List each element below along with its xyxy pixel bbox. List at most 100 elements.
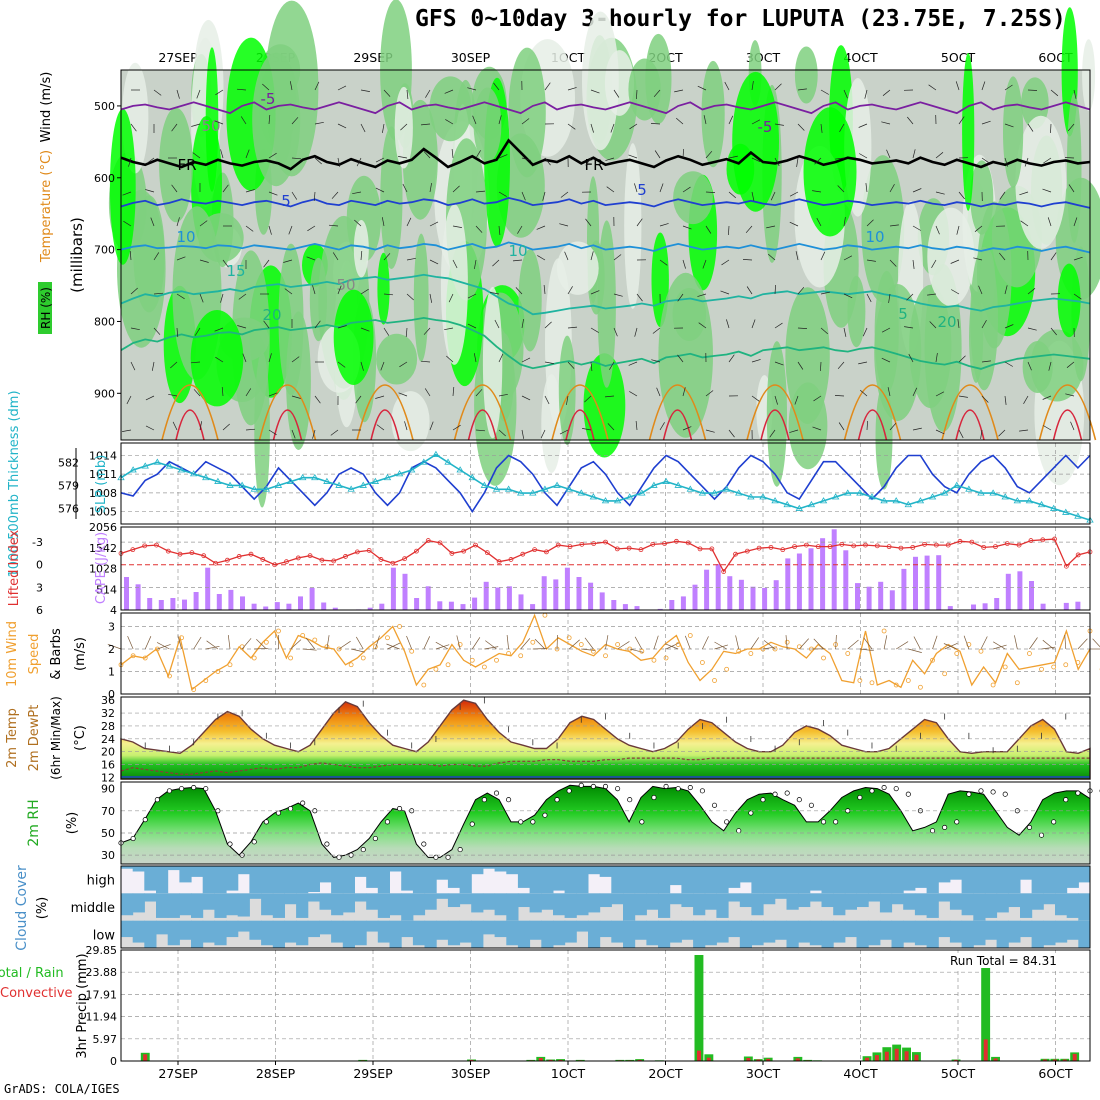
convective-bar: [874, 1055, 879, 1061]
wind-barb: [375, 187, 385, 193]
wind-barb: [958, 355, 966, 363]
rh-marker: [651, 794, 657, 801]
rh-region: [583, 353, 626, 458]
wind-marker: [167, 673, 172, 679]
cape-bar: [576, 577, 582, 610]
li-marker: [425, 538, 431, 543]
wind-barb: [521, 357, 531, 363]
wind-barb: [472, 115, 477, 125]
wind-barb: [360, 361, 364, 371]
wind-barb: [843, 255, 853, 261]
wind-barb: [774, 157, 780, 167]
cloud-bar: [634, 893, 647, 916]
wind-barb: [1004, 324, 1014, 329]
thickness-marker: [274, 481, 283, 488]
li-marker: [756, 545, 762, 551]
wind-barb: [191, 123, 201, 127]
li-marker: [544, 549, 549, 555]
wind-marker: [494, 657, 499, 663]
rh-marker: [687, 784, 693, 791]
wind-barb: [420, 360, 431, 363]
cloud-bar: [973, 893, 986, 921]
isotherm-label: -5: [758, 118, 773, 136]
wind-barb: [312, 429, 316, 439]
rh-marker: [1063, 797, 1069, 803]
cloud-bar: [132, 893, 145, 913]
surface-wind-barb: [684, 635, 691, 650]
cloud-bar: [576, 920, 589, 932]
isotherm-line: [120, 241, 1091, 254]
cape-bar: [309, 587, 315, 610]
isotherm-line: [120, 138, 1091, 171]
wind-barb: [214, 327, 224, 332]
cape-bar: [599, 592, 605, 610]
wind-barb: [130, 287, 138, 295]
li-marker: [1063, 563, 1069, 569]
cape-bar: [216, 594, 222, 610]
surface-wind-barb: [896, 641, 909, 650]
cape-bar: [773, 580, 779, 610]
cloud-bar: [272, 866, 285, 894]
rh-marker: [263, 819, 269, 825]
rh-marker: [929, 828, 936, 834]
wind-barb: [122, 429, 132, 432]
wind-tick-label: 0: [108, 688, 115, 701]
cloud-bar: [296, 893, 309, 918]
hot-contour: [955, 409, 985, 441]
wind-barb: [383, 327, 390, 336]
wind-marker: [1039, 666, 1044, 672]
cloud-bar: [891, 866, 904, 894]
wind-marker: [712, 678, 717, 683]
wind-barb: [406, 89, 409, 100]
wind-barb: [816, 217, 822, 227]
wind-barb: [813, 395, 822, 402]
cloud-bar: [961, 893, 974, 916]
rh-marker: [300, 800, 306, 806]
surface-wind-barb: [993, 644, 1007, 650]
wind-barb: [742, 259, 753, 261]
cloud-bar: [1031, 893, 1044, 910]
cloud-bar: [1031, 866, 1044, 894]
cloud-bar: [704, 893, 717, 910]
cloud-bar: [856, 866, 869, 894]
cloud-bar: [494, 866, 507, 872]
wind-barb: [122, 191, 132, 196]
cape-label: CAPE (J/kg): [94, 532, 109, 604]
surface-wind-barb: [913, 636, 921, 650]
thickness-marker: [589, 493, 598, 500]
wind-barb: [1050, 327, 1057, 336]
cloud-bar: [494, 920, 507, 938]
cloud-bar: [541, 920, 554, 948]
convective-bar: [637, 1059, 642, 1061]
wind-barb: [703, 115, 707, 125]
wind-barb: [222, 184, 229, 193]
hot-contour: [370, 409, 400, 441]
wind-barb: [1070, 421, 1075, 431]
thickness-marker: [395, 470, 404, 477]
rh-marker: [675, 786, 681, 792]
wind-barb: [659, 259, 668, 266]
wind-barb: [498, 154, 508, 159]
wind-barb: [981, 395, 989, 403]
wind-barb: [328, 224, 339, 227]
wind-barb: [613, 293, 623, 297]
thickness-marker: [940, 489, 949, 496]
cloud-bar: [331, 866, 344, 894]
wind-barb: [544, 321, 552, 329]
li-marker: [130, 547, 136, 553]
convective-bar: [795, 1058, 800, 1061]
rh-marker: [457, 847, 463, 853]
surface-wind-barb: [534, 638, 546, 650]
wind-barb: [843, 327, 847, 337]
thickness-marker: [965, 485, 973, 492]
cloud-bar: [202, 866, 215, 894]
cloud-bar: [249, 893, 262, 899]
cape-bar: [831, 529, 837, 610]
cloud-bar: [506, 920, 519, 946]
thickness-marker: [444, 458, 452, 465]
wind-barb: [268, 429, 277, 436]
thickness-marker: [904, 500, 913, 508]
wind-barb: [291, 395, 301, 399]
cloud-bar: [144, 866, 157, 891]
rh-region: [977, 201, 1012, 349]
